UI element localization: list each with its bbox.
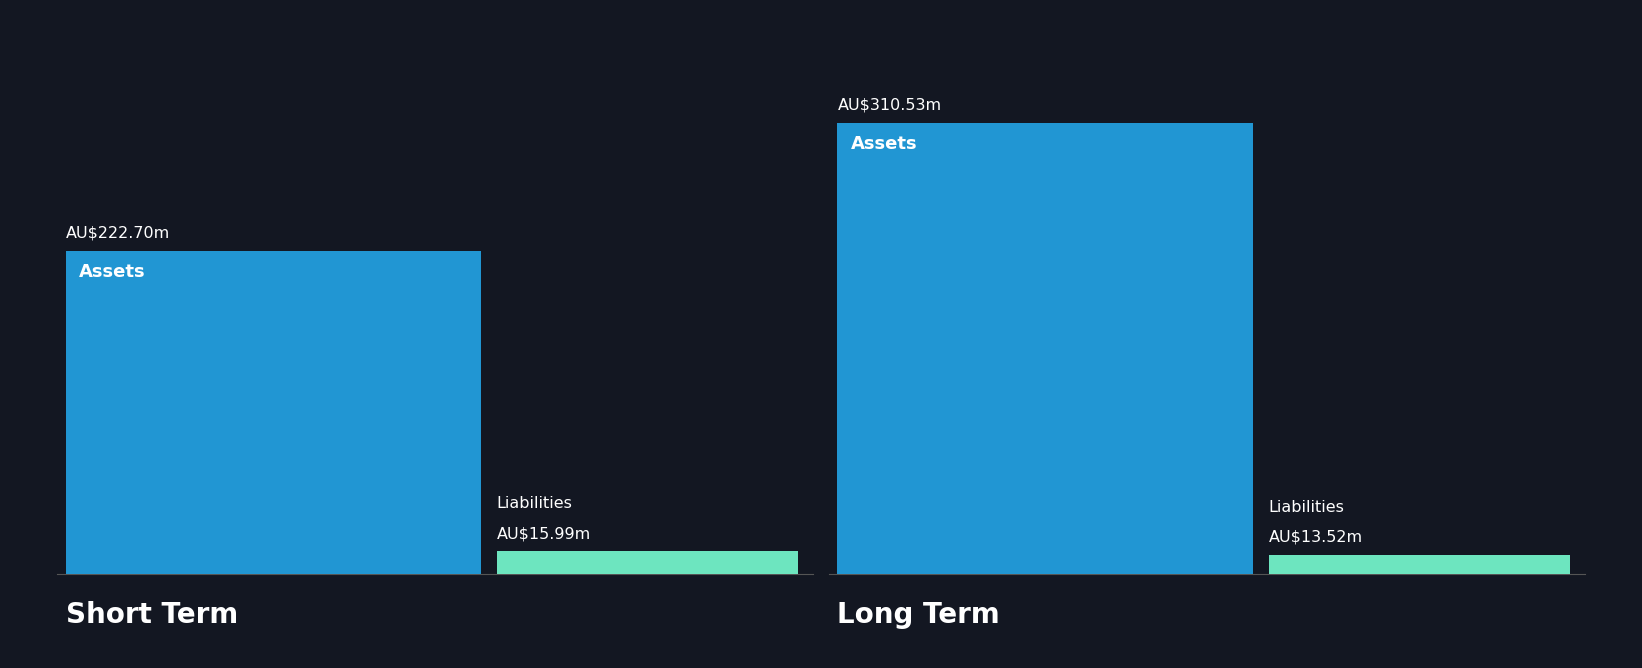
- Text: AU$310.53m: AU$310.53m: [837, 98, 941, 113]
- Text: Assets: Assets: [851, 135, 918, 153]
- Text: AU$13.52m: AU$13.52m: [1269, 530, 1363, 545]
- Bar: [1269, 555, 1570, 574]
- Text: Assets: Assets: [79, 263, 146, 281]
- Bar: [66, 250, 481, 574]
- Text: AU$15.99m: AU$15.99m: [498, 526, 591, 541]
- Bar: [498, 551, 798, 574]
- Bar: [837, 123, 1253, 574]
- Text: AU$222.70m: AU$222.70m: [66, 226, 169, 240]
- Text: Liabilities: Liabilities: [498, 496, 573, 511]
- Text: Short Term: Short Term: [66, 601, 238, 629]
- Text: Liabilities: Liabilities: [1269, 500, 1345, 515]
- Text: Long Term: Long Term: [837, 601, 1000, 629]
